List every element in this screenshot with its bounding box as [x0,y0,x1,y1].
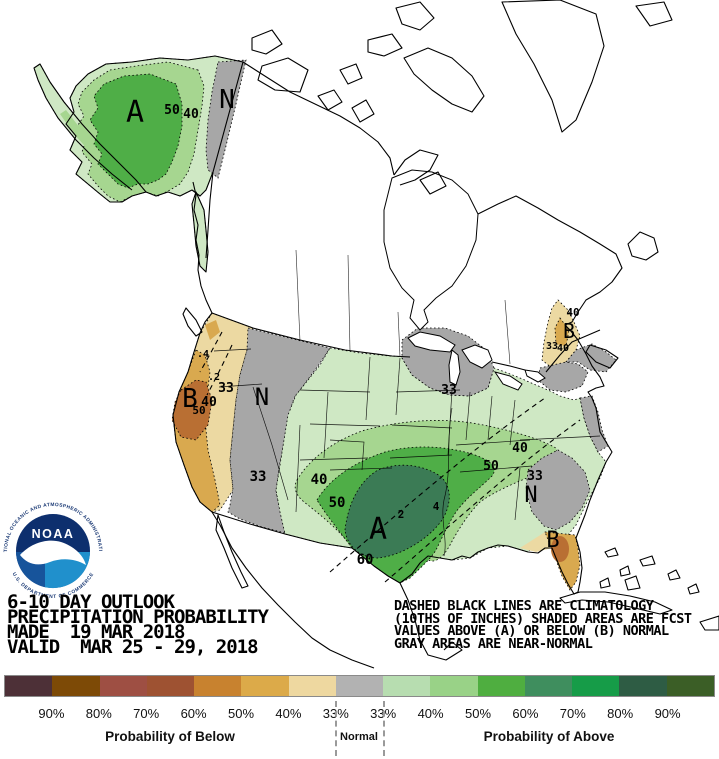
tick-label-5: 40% [275,706,302,721]
map-label-B: B [563,319,575,343]
lake-erie [493,371,523,391]
map-label-B: B [182,384,198,414]
tick-label-10: 60% [512,706,539,721]
map-label-A: A [369,512,387,547]
notes-line-4: GRAY AREAS ARE NEAR-NORMAL [394,635,593,652]
title-line-3: MADE 19 MAR 2018 [7,621,185,643]
region-central-above60 [344,464,450,559]
colorbar-segment-2 [99,676,147,696]
probability-of-below-label: Probability of Below [105,729,235,744]
map-label-40: 40 [183,107,199,122]
tick-label-1: 80% [85,706,112,721]
normal-label: Normal [340,731,378,743]
title-line-2: PRECIPITATION PROBABILITY [7,606,269,628]
map-label-40: 40 [566,306,579,319]
colorbar-segment-10 [477,676,525,696]
water-bodies [383,169,546,391]
tick-label-11: 70% [559,706,586,721]
seagull-icon [20,540,86,565]
map-label-40: 40 [201,395,217,410]
map-label-B: B [546,528,559,553]
region-aleutians-above40 [60,110,142,190]
map-label-50: 50 [483,459,499,474]
colorbar-segment-0 [5,676,53,696]
colorbar-segment-8 [383,676,431,696]
region-flpanhandle-below33 [520,532,552,552]
map-label-40: 40 [512,441,528,456]
map-label-33: 33 [527,469,543,484]
region-sne-near-normal [537,361,589,393]
colorbar-segment-5 [241,676,289,696]
tick-label-4: 50% [227,706,255,721]
lake-huron [461,344,493,369]
normal-dashed-line-right [383,701,385,756]
forecast-regions [33,55,617,591]
colorbar-segment-13 [619,676,667,696]
map-label-A: A [126,95,144,130]
title-line-4: VALID MAR 25 - 29, 2018 [7,636,259,658]
map-label-2: 2 [398,508,405,521]
lake-michigan [448,349,461,386]
tick-label-8: 40% [417,706,444,721]
map-label-50: 50 [329,495,346,511]
map-label-50: 50 [164,103,180,118]
lake-superior [407,331,456,353]
map-label-N: N [255,383,269,411]
region-pugetsound-below40 [205,320,220,340]
map-label-33: 33 [441,383,457,398]
colorbar-segment-11 [524,676,573,696]
map-label-60: 60 [357,552,374,568]
colorbar-segment-14 [666,676,714,696]
tick-label-3: 60% [180,706,207,721]
normal-dashed-line-left [335,701,337,756]
tick-label-2: 70% [133,706,160,721]
lake-ontario [524,369,546,383]
title-block: 6-10 DAY OUTLOOK PRECIPITATION PROBABILIT… [7,591,269,658]
coastlines [33,0,719,669]
hudson-bay [383,169,479,331]
colorbar-segment-6 [288,676,336,696]
map-label-N: N [524,483,537,508]
noaa-logo: NOAA NATIONAL OCEANIC AND ATMOSPHERIC AD… [3,502,103,600]
colorbar-segment-7 [335,676,384,696]
colorbar-segment-4 [194,676,242,696]
tick-label-12: 80% [607,706,634,721]
region-southeast-near-normal [525,449,591,531]
colorbar-segment-3 [146,676,195,696]
notes-line-3: VALUES ABOVE (A) OR BELOW (B) NORMAL [394,623,669,639]
notes-line-1: DASHED BLACK LINES ARE CLIMATOLOGY [394,598,654,614]
colorbar-segment-1 [52,676,100,696]
climatology-lines [199,331,581,583]
tick-label-0: 90% [38,706,65,721]
map-label-33: 33 [250,469,267,485]
map-label-N: N [219,85,235,115]
title-line-1: 6-10 DAY OUTLOOK [7,591,175,613]
map-label-33: 33 [546,341,558,352]
region-norcal-below50 [171,379,213,441]
map-label-p4: .4 [197,349,209,360]
notes-line-2: (10THS OF INCHES) SHADED AREAS ARE FCST [394,610,692,627]
noaa-wordmark: NOAA [32,527,75,541]
map-label-40: 40 [557,343,569,354]
colorbar-segment-12 [572,676,620,696]
region-alaska-above50 [89,73,183,189]
map-label-40: 40 [311,472,328,488]
colorbar-segment-9 [430,676,478,696]
map-label-p2: .2 [208,372,220,383]
probability-of-above-label: Probability of Above [483,729,615,744]
tick-label-9: 50% [464,706,492,721]
map-label-33: 33 [218,381,234,396]
notes-block: DASHED BLACK LINES ARE CLIMATOLOGY (10THS… [394,598,692,652]
probability-colorbar [4,675,715,697]
map-label-4: 4 [433,500,440,513]
state-boundaries [213,249,601,557]
tick-label-13: 90% [654,706,681,721]
map-label-50: 50 [192,404,205,417]
